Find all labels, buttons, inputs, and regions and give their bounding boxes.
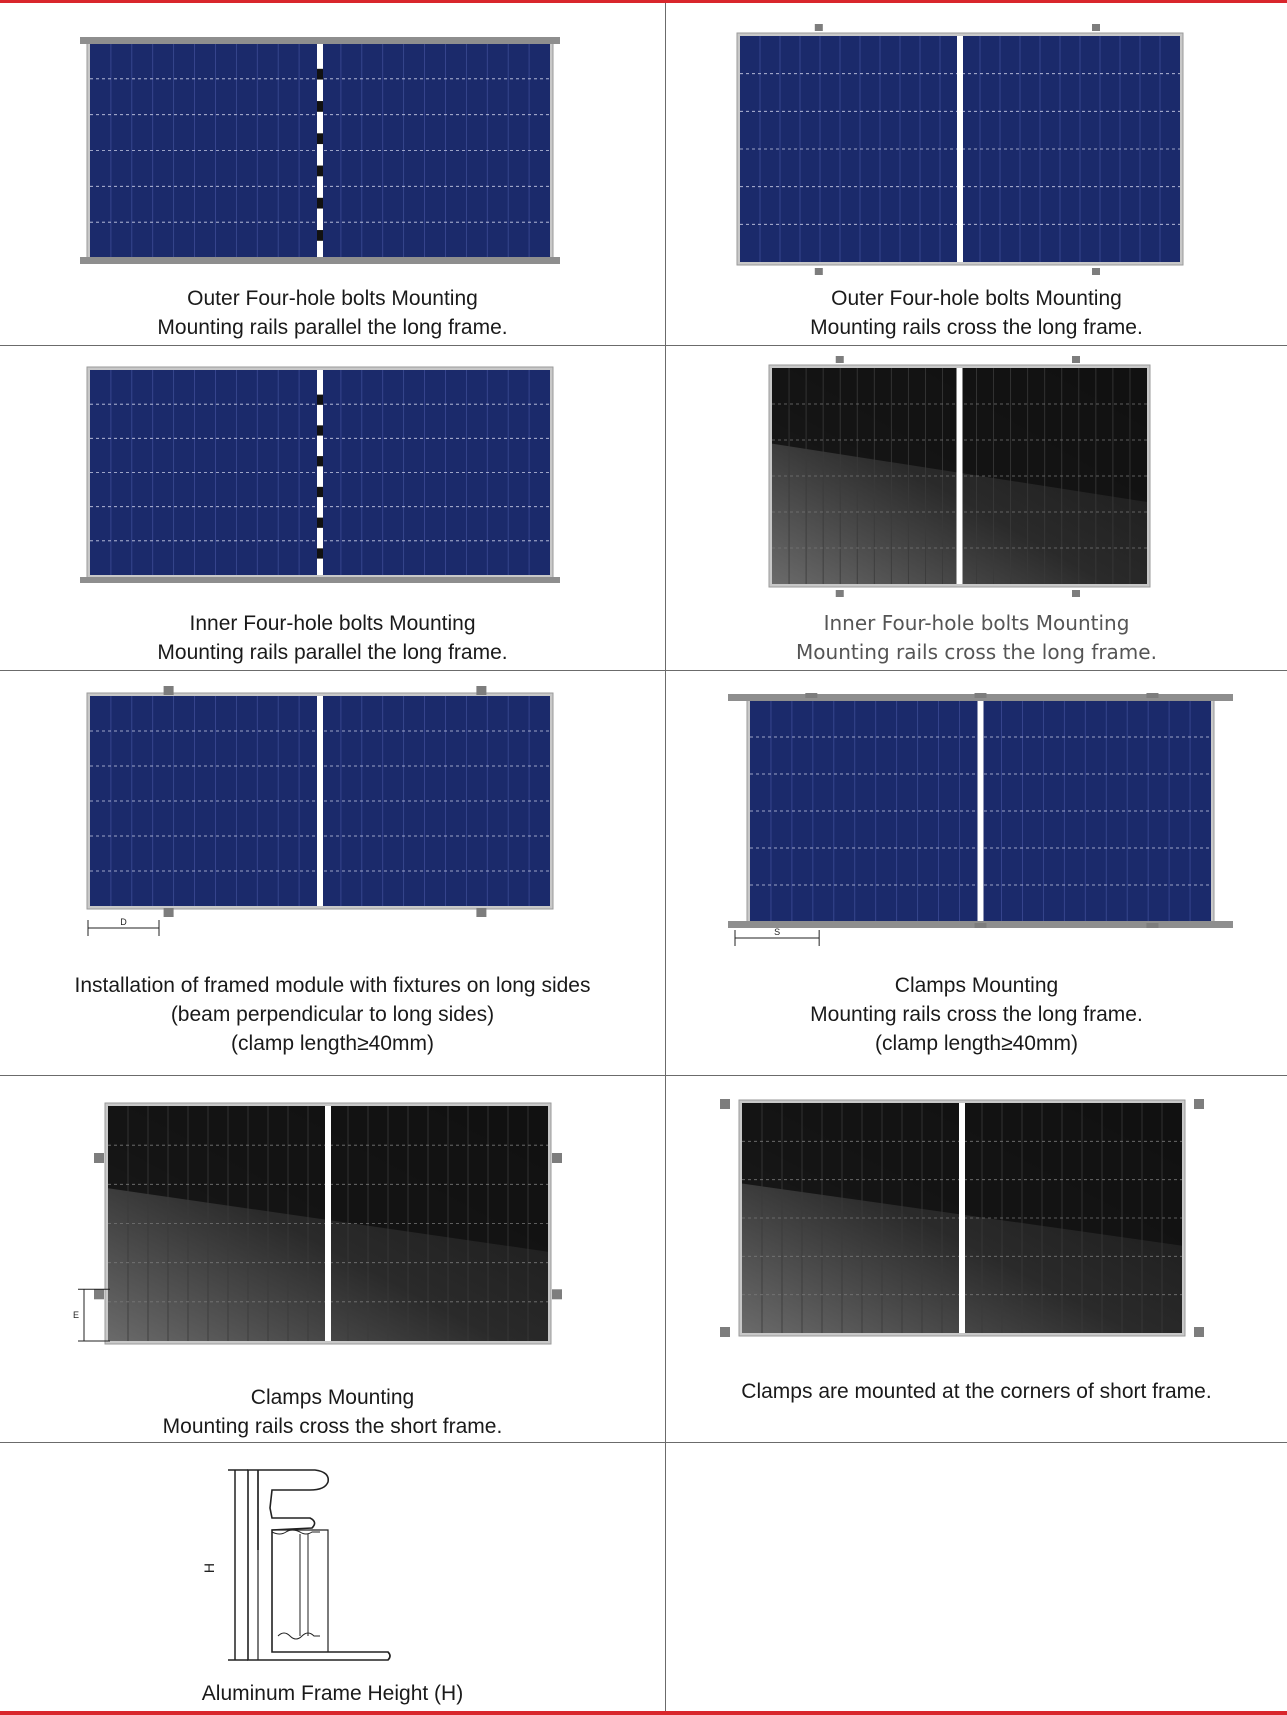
mounting-clamp: [1072, 590, 1080, 597]
caption-line: Outer Four-hole bolts Mounting: [831, 287, 1122, 310]
figure-caption: Clamps Mounting Mounting rails cross the…: [0, 1383, 665, 1441]
caption-line: Clamps are mounted at the corners of sho…: [741, 1380, 1212, 1403]
mounting-rail: [80, 37, 560, 44]
panel-center-gap: [317, 696, 323, 906]
aluminum-frame-profile: H: [201, 1469, 391, 1661]
caption-line: (beam perpendicular to long sides): [170, 1003, 495, 1026]
figure-caption: Clamps Mounting Mounting rails cross the…: [666, 971, 1287, 1058]
row-divider: [0, 345, 1287, 346]
panel-center-gap: [957, 36, 963, 262]
mounting-clamp: [1146, 923, 1159, 928]
mounting-clamp: [720, 1099, 730, 1109]
mounting-clamp: [835, 356, 844, 363]
dimension-label: S: [774, 927, 780, 937]
mounting-clamp: [1092, 24, 1100, 31]
mounting-rail: [80, 577, 560, 583]
mounting-clamp: [94, 1289, 104, 1300]
solar-panel-figure: [80, 366, 560, 583]
figure-caption: Outer Four-hole bolts Mounting Mounting …: [0, 284, 665, 342]
caption-line: Clamps Mounting: [250, 1386, 415, 1409]
caption-line: Mounting rails cross the long frame.: [796, 640, 1157, 664]
mounting-clamp: [94, 1153, 104, 1163]
mounting-clamp: [805, 693, 818, 698]
mounting-clamp: [1194, 1327, 1204, 1337]
panel-center-gap: [325, 1106, 331, 1341]
column-divider: [665, 3, 666, 1711]
mounting-clamp: [476, 686, 487, 695]
row-divider: [0, 1442, 1287, 1443]
frame-outline: [247, 1469, 391, 1661]
solar-panel-figure: [768, 356, 1151, 597]
solar-panel-figure: D: [86, 686, 554, 936]
caption-line: Mounting rails parallel the long frame.: [157, 641, 508, 664]
bottom-accent-line: [0, 1711, 1287, 1715]
figure-caption: Inner Four-hole bolts Mounting Mounting …: [0, 609, 665, 667]
mounting-clamp: [163, 908, 174, 917]
caption-line: Outer Four-hole bolts Mounting: [187, 287, 478, 310]
mounting-clamp: [974, 923, 987, 928]
figure-caption: Inner Four-hole bolts Mounting Mounting …: [666, 609, 1287, 667]
caption-line: Clamps Mounting: [894, 974, 1059, 997]
mounting-clamp: [814, 24, 823, 31]
dimension-label: H: [201, 1563, 217, 1573]
panel-center-gap: [317, 43, 323, 258]
caption-line: Mounting rails cross the long frame.: [810, 1003, 1143, 1026]
panel-center-gap: [959, 1103, 965, 1333]
solar-panel-figure: [736, 24, 1184, 275]
figure-caption: Aluminum Frame Height (H): [0, 1679, 665, 1708]
row-divider: [0, 670, 1287, 671]
mounting-clamp: [835, 590, 844, 597]
caption-line: Mounting rails cross the short frame.: [162, 1415, 503, 1438]
caption-line: Inner Four-hole bolts Mounting: [823, 611, 1130, 635]
mounting-clamp: [814, 268, 823, 275]
figure-caption: Clamps are mounted at the corners of sho…: [666, 1377, 1287, 1406]
figure-caption: Installation of framed module with fixtu…: [0, 971, 665, 1058]
solar-panel-figure: [720, 1099, 1204, 1337]
mounting-clamp: [476, 908, 487, 917]
mounting-clamp: [1146, 693, 1159, 698]
solar-panel-figure: E: [73, 1102, 562, 1345]
panel-center-gap: [977, 700, 984, 922]
mounting-clamp: [1194, 1099, 1204, 1109]
mounting-clamp: [1072, 356, 1080, 363]
mounting-rail: [80, 257, 560, 264]
top-accent-line: [0, 0, 1287, 3]
caption-line: Installation of framed module with fixtu…: [74, 974, 591, 997]
caption-line: Mounting rails cross the long frame.: [810, 316, 1143, 339]
caption-line: Aluminum Frame Height (H): [201, 1682, 464, 1705]
caption-line: (clamp length≥40mm): [231, 1032, 434, 1055]
panel-center-gap: [317, 370, 323, 575]
panel-center-gap: [956, 368, 963, 584]
caption-line: Inner Four-hole bolts Mounting: [189, 612, 476, 635]
solar-panel-figure: [80, 37, 560, 264]
mounting-clamp: [552, 1153, 562, 1163]
mounting-clamp: [1092, 268, 1100, 275]
figure-caption: Outer Four-hole bolts Mounting Mounting …: [666, 284, 1287, 342]
mounting-clamp: [163, 686, 174, 695]
mounting-clamp: [974, 693, 987, 698]
mounting-clamp: [552, 1289, 562, 1300]
dimension-label: E: [73, 1310, 79, 1320]
solar-panel-figure: S: [728, 693, 1233, 946]
caption-line: (clamp length≥40mm): [875, 1032, 1078, 1055]
row-divider: [0, 1075, 1287, 1076]
mounting-clamp: [720, 1327, 730, 1337]
caption-line: Mounting rails parallel the long frame.: [157, 316, 508, 339]
dimension-label: D: [120, 917, 127, 927]
